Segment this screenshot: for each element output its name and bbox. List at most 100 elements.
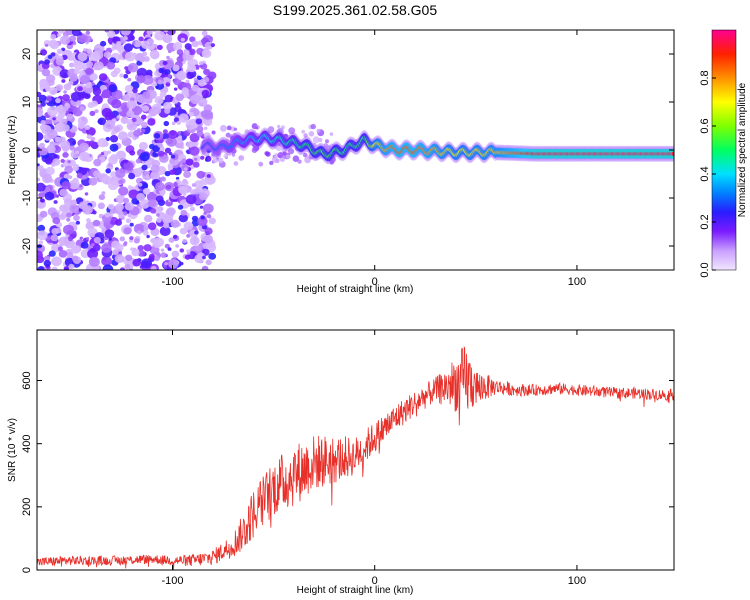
- noise-blob: [138, 55, 146, 63]
- noise-blob: [190, 206, 195, 212]
- noise-blob: [110, 70, 118, 78]
- noise-blob: [124, 51, 136, 62]
- snr-axes: -100 0 100 0 200 400 600: [21, 330, 674, 587]
- noise-blob: [129, 124, 134, 128]
- noise-blob: [86, 61, 94, 68]
- noise-blob: [208, 217, 216, 225]
- noise-blob: [194, 245, 202, 252]
- noise-blob: [286, 154, 291, 160]
- noise-blob: [196, 130, 204, 137]
- noise-blob: [79, 236, 84, 240]
- noise-blob: [197, 75, 202, 81]
- noise-blob: [188, 48, 196, 56]
- noise-blob: [180, 37, 185, 42]
- noise-blob: [183, 221, 194, 231]
- noise-blob: [105, 168, 111, 174]
- noise-blob: [159, 226, 171, 237]
- snr-series-line: [37, 345, 674, 570]
- noise-blob: [52, 117, 56, 121]
- noise-blob: [71, 30, 81, 37]
- noise-blob: [153, 237, 165, 247]
- noise-blob: [108, 84, 118, 93]
- noise-blob: [197, 78, 206, 87]
- noise-blob: [152, 145, 160, 153]
- noise-blob: [191, 40, 199, 48]
- noise-blob: [98, 194, 106, 201]
- noise-blob: [107, 30, 116, 38]
- noise-blob: [153, 107, 162, 115]
- noise-blob: [194, 80, 199, 84]
- noise-blob: [42, 78, 47, 83]
- noise-blob: [220, 124, 227, 132]
- noise-blob: [69, 204, 80, 214]
- noise-blob: [210, 43, 215, 48]
- noise-blob: [37, 182, 46, 192]
- noise-blob: [127, 77, 132, 82]
- noise-blob: [124, 202, 134, 211]
- noise-blob: [46, 96, 52, 102]
- noise-blob: [168, 152, 173, 156]
- noise-blob: [140, 99, 146, 104]
- noise-blob: [37, 165, 44, 171]
- noise-blob: [59, 213, 67, 220]
- noise-blob: [85, 221, 95, 230]
- noise-blob: [121, 216, 125, 220]
- noise-blob: [160, 252, 167, 258]
- noise-blob: [186, 249, 191, 254]
- noise-blob: [59, 204, 68, 212]
- noise-blob: [164, 262, 168, 266]
- snr-xlabel: Height of straight line (km): [297, 585, 414, 596]
- noise-blob: [203, 118, 213, 126]
- noise-blob: [132, 258, 141, 267]
- noise-blob: [131, 117, 137, 123]
- noise-blob: [303, 152, 308, 158]
- noise-blob: [118, 179, 123, 185]
- noise-blob: [67, 83, 71, 87]
- noise-blob: [146, 191, 158, 202]
- noise-blob: [138, 36, 144, 42]
- snr-frame: [36, 329, 675, 571]
- noise-blob: [40, 120, 46, 125]
- noise-blob: [126, 118, 133, 125]
- noise-blob: [43, 259, 51, 267]
- noise-blob: [98, 73, 108, 81]
- noise-blob: [61, 79, 66, 83]
- noise-blob: [68, 35, 77, 42]
- noise-blob: [49, 40, 60, 50]
- noise-blob: [231, 153, 236, 157]
- noise-blob: [171, 250, 180, 258]
- noise-blob: [68, 62, 75, 68]
- noise-blob: [179, 248, 185, 253]
- noise-blob: [323, 143, 329, 149]
- noise-blob: [149, 49, 160, 59]
- noise-blob: [129, 236, 134, 241]
- noise-blob: [159, 91, 167, 98]
- noise-blob: [100, 93, 105, 98]
- noise-blob: [202, 109, 214, 120]
- noise-blob: [64, 266, 69, 270]
- noise-blob: [186, 82, 190, 86]
- noise-blob: [160, 176, 165, 181]
- noise-blob: [61, 181, 71, 190]
- noise-blob: [103, 51, 112, 59]
- noise-blob: [79, 70, 86, 76]
- noise-blob: [80, 241, 89, 249]
- noise-blob: [105, 136, 111, 142]
- noise-blob: [292, 155, 300, 162]
- noise-blob: [167, 163, 173, 169]
- noise-blob: [123, 241, 128, 245]
- colorbar-ticks: 0.0 0.2 0.4 0.6 0.8: [699, 70, 716, 278]
- noise-blob: [187, 70, 197, 78]
- noise-blob: [84, 124, 91, 130]
- noise-blob: [56, 66, 60, 70]
- noise-blob: [178, 185, 188, 195]
- colorbar-tick-label: 0.4: [699, 166, 711, 181]
- noise-blob: [66, 212, 72, 218]
- noise-blob: [124, 264, 131, 270]
- noise-blob: [274, 153, 278, 158]
- noise-blob: [119, 73, 124, 78]
- noise-blob: [203, 132, 211, 139]
- noise-blob: [166, 136, 177, 147]
- noise-blob: [308, 131, 315, 137]
- noise-blob: [175, 244, 180, 248]
